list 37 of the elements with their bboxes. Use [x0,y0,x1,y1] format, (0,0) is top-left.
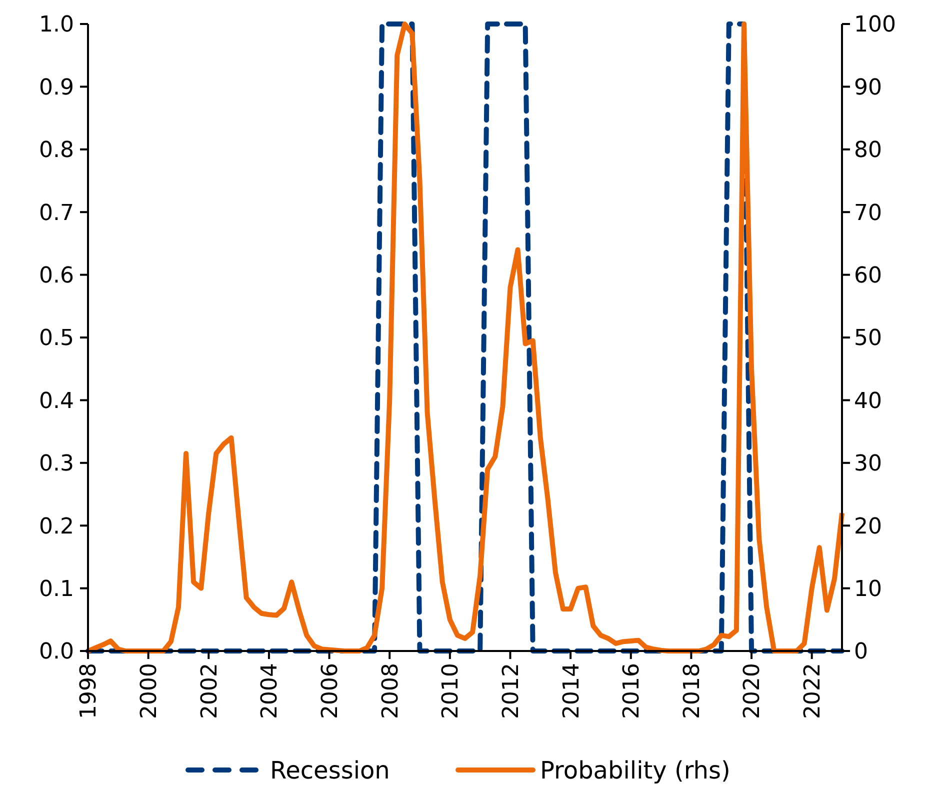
y-tick-label: 0.0 [39,640,74,665]
y2-tick-label: 80 [854,138,882,164]
x-tick-label: 1998 [76,663,102,719]
x-tick-label: 2002 [197,663,222,719]
y2-tick-label: 20 [854,514,882,540]
y2-tick-label: 50 [854,326,882,352]
legend-label: Probability (rhs) [540,756,730,784]
y-tick-label: 0.6 [39,264,74,288]
y-tick-label: 1.0 [39,12,74,38]
y-tick-label: 0.3 [39,452,74,477]
x-tick-label: 2020 [740,663,766,719]
x-tick-label: 2004 [258,663,283,719]
y2-tick-label: 10 [854,577,882,602]
y2-tick-label: 40 [854,388,882,414]
x-tick-label: 2014 [559,663,584,719]
y2-tick-label: 100 [854,12,896,38]
x-tick-label: 2010 [438,663,464,719]
x-tick-label: 2006 [318,663,343,719]
y2-tick-label: 90 [854,75,882,100]
x-tick-label: 2012 [498,663,524,719]
y2-tick-label: 30 [854,452,882,477]
y-tick-label: 0.1 [39,577,74,602]
y-tick-label: 0.2 [39,514,74,540]
y-tick-label: 0.4 [39,388,74,414]
x-tick-label: 2000 [137,663,162,719]
y-tick-label: 0.9 [39,75,74,100]
x-tick-label: 2018 [680,663,705,719]
x-tick-label: 2022 [800,663,826,719]
y-tick-label: 0.7 [39,200,74,226]
x-tick-label: 2008 [378,663,404,719]
legend-label: Recession [270,756,390,784]
y-tick-label: 0.8 [39,138,74,164]
x-tick-label: 2016 [620,663,645,719]
y-tick-label: 0.5 [39,326,74,352]
y2-tick-label: 0 [854,640,868,665]
y2-tick-label: 70 [854,200,882,226]
y2-tick-label: 60 [854,264,882,288]
